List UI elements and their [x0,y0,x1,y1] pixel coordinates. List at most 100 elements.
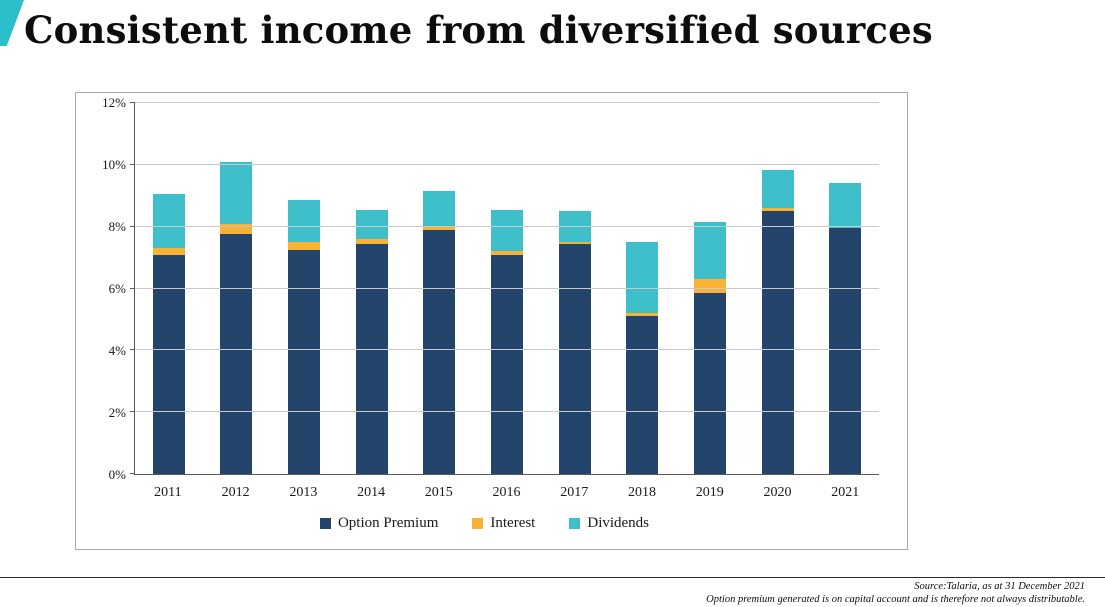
legend-swatch [319,517,331,529]
x-tick-label: 2014 [357,485,386,500]
slide-title: Consistent income from diversified sourc… [24,8,933,52]
segment-option-premium [491,254,524,474]
disclaimer-line: Option premium generated is on capital a… [706,594,1085,606]
segment-interest [288,242,321,250]
segment-interest [558,242,591,244]
y-axis-tick [130,473,135,474]
x-tick-label: 2015 [424,485,453,500]
y-tick-label: 2% [108,405,126,420]
footer-note: Source:Talaria, as at 31 December 2021 O… [706,580,1085,606]
segment-interest [626,313,659,317]
y-axis: 0% 2% 4% 6% 8% 10% 12% [90,95,134,482]
gridline [135,163,879,165]
y-tick-label: 4% [108,343,126,358]
bar-2015 [423,103,456,474]
bar-slot [608,103,676,474]
x-tick-label: 2011 [154,485,182,500]
segment-dividends [152,194,185,249]
segment-dividends [829,183,862,229]
segment-option-premium [152,254,185,474]
y-axis-tick [130,163,135,165]
y-axis-tick [130,102,135,103]
segment-interest [220,223,253,235]
legend-label: Interest [490,514,536,531]
segment-dividends [220,161,253,224]
segment-interest [423,226,456,230]
legend-label: Option Premium [337,514,439,531]
bar-slot [406,103,474,474]
bar-2021 [829,103,862,474]
segment-interest [693,279,726,294]
gridline [135,411,879,413]
segment-option-premium [355,243,388,474]
bars-container [135,103,879,474]
y-tick-label: 6% [108,281,126,296]
legend-swatch [569,517,581,529]
segment-option-premium [693,293,726,474]
chart-frame: 0% 2% 4% 6% 8% 10% 12% 2011 2012 2013 2014 2015 201… [75,92,908,550]
y-tick-label: 12% [102,95,126,110]
y-axis-tick [130,225,135,227]
gridline [135,102,879,103]
stacked-bar-chart: 0% 2% 4% 6% 8% 10% 12% 2011 2012 2013 2014 2015 201… [90,95,879,543]
segment-dividends [761,169,794,209]
segment-option-premium [220,234,253,474]
segment-option-premium [423,229,456,474]
segment-option-premium [558,243,591,474]
segment-dividends [558,211,591,243]
legend-label: Dividends [587,514,650,531]
segment-dividends [288,200,321,243]
y-tick-label: 10% [102,157,126,172]
segment-dividends [626,242,659,314]
legend-item: Option Premium [319,514,439,532]
y-axis-tick [130,287,135,289]
gridline [135,349,879,351]
segment-interest [491,251,524,255]
bar-slot [541,103,609,474]
bar-slot [135,103,203,474]
bar-slot [270,103,338,474]
x-tick-label: 2019 [695,485,724,500]
segment-option-premium [829,228,862,474]
x-tick-label: 2018 [628,485,656,500]
x-tick-label: 2021 [831,485,860,500]
legend-item: Dividends [569,515,649,532]
x-tick-label: 2012 [221,485,250,500]
bar-2020 [761,103,794,474]
legend-swatch [472,517,484,529]
footer-divider [0,577,1105,578]
gridline [135,225,879,227]
gridline [135,287,879,289]
segment-interest [355,239,388,244]
segment-option-premium [626,316,659,474]
y-axis-tick [130,411,135,413]
y-axis-tick [130,349,135,351]
x-tick-label: 2013 [289,485,318,500]
bar-2012 [220,103,253,474]
bar-2014 [355,103,388,474]
source-line: Source:Talaria, as at 31 December 2021 [914,581,1085,592]
bar-slot [676,103,744,474]
bar-2018 [626,103,659,474]
bar-slot [811,103,879,474]
segment-dividends [423,191,456,227]
legend-item: Interest [472,515,535,532]
x-axis: 2011 2012 2013 2014 2015 2016 2017 2018 2019 2020… [134,475,879,505]
bar-2017 [558,103,591,474]
bar-2016 [491,103,524,474]
segment-option-premium [761,211,794,474]
bar-slot [338,103,406,474]
bar-slot [473,103,541,474]
segment-interest [761,208,794,212]
segment-option-premium [288,249,321,474]
y-tick-label: 0% [108,467,126,482]
bar-2019 [693,103,726,474]
x-tick-label: 2017 [560,485,589,500]
segment-dividends [693,222,726,280]
bar-2011 [152,103,185,474]
chart-legend: Option Premium Interest Dividends [90,505,879,541]
segment-dividends [491,209,524,252]
bar-slot [203,103,271,474]
plot-area [130,102,879,475]
